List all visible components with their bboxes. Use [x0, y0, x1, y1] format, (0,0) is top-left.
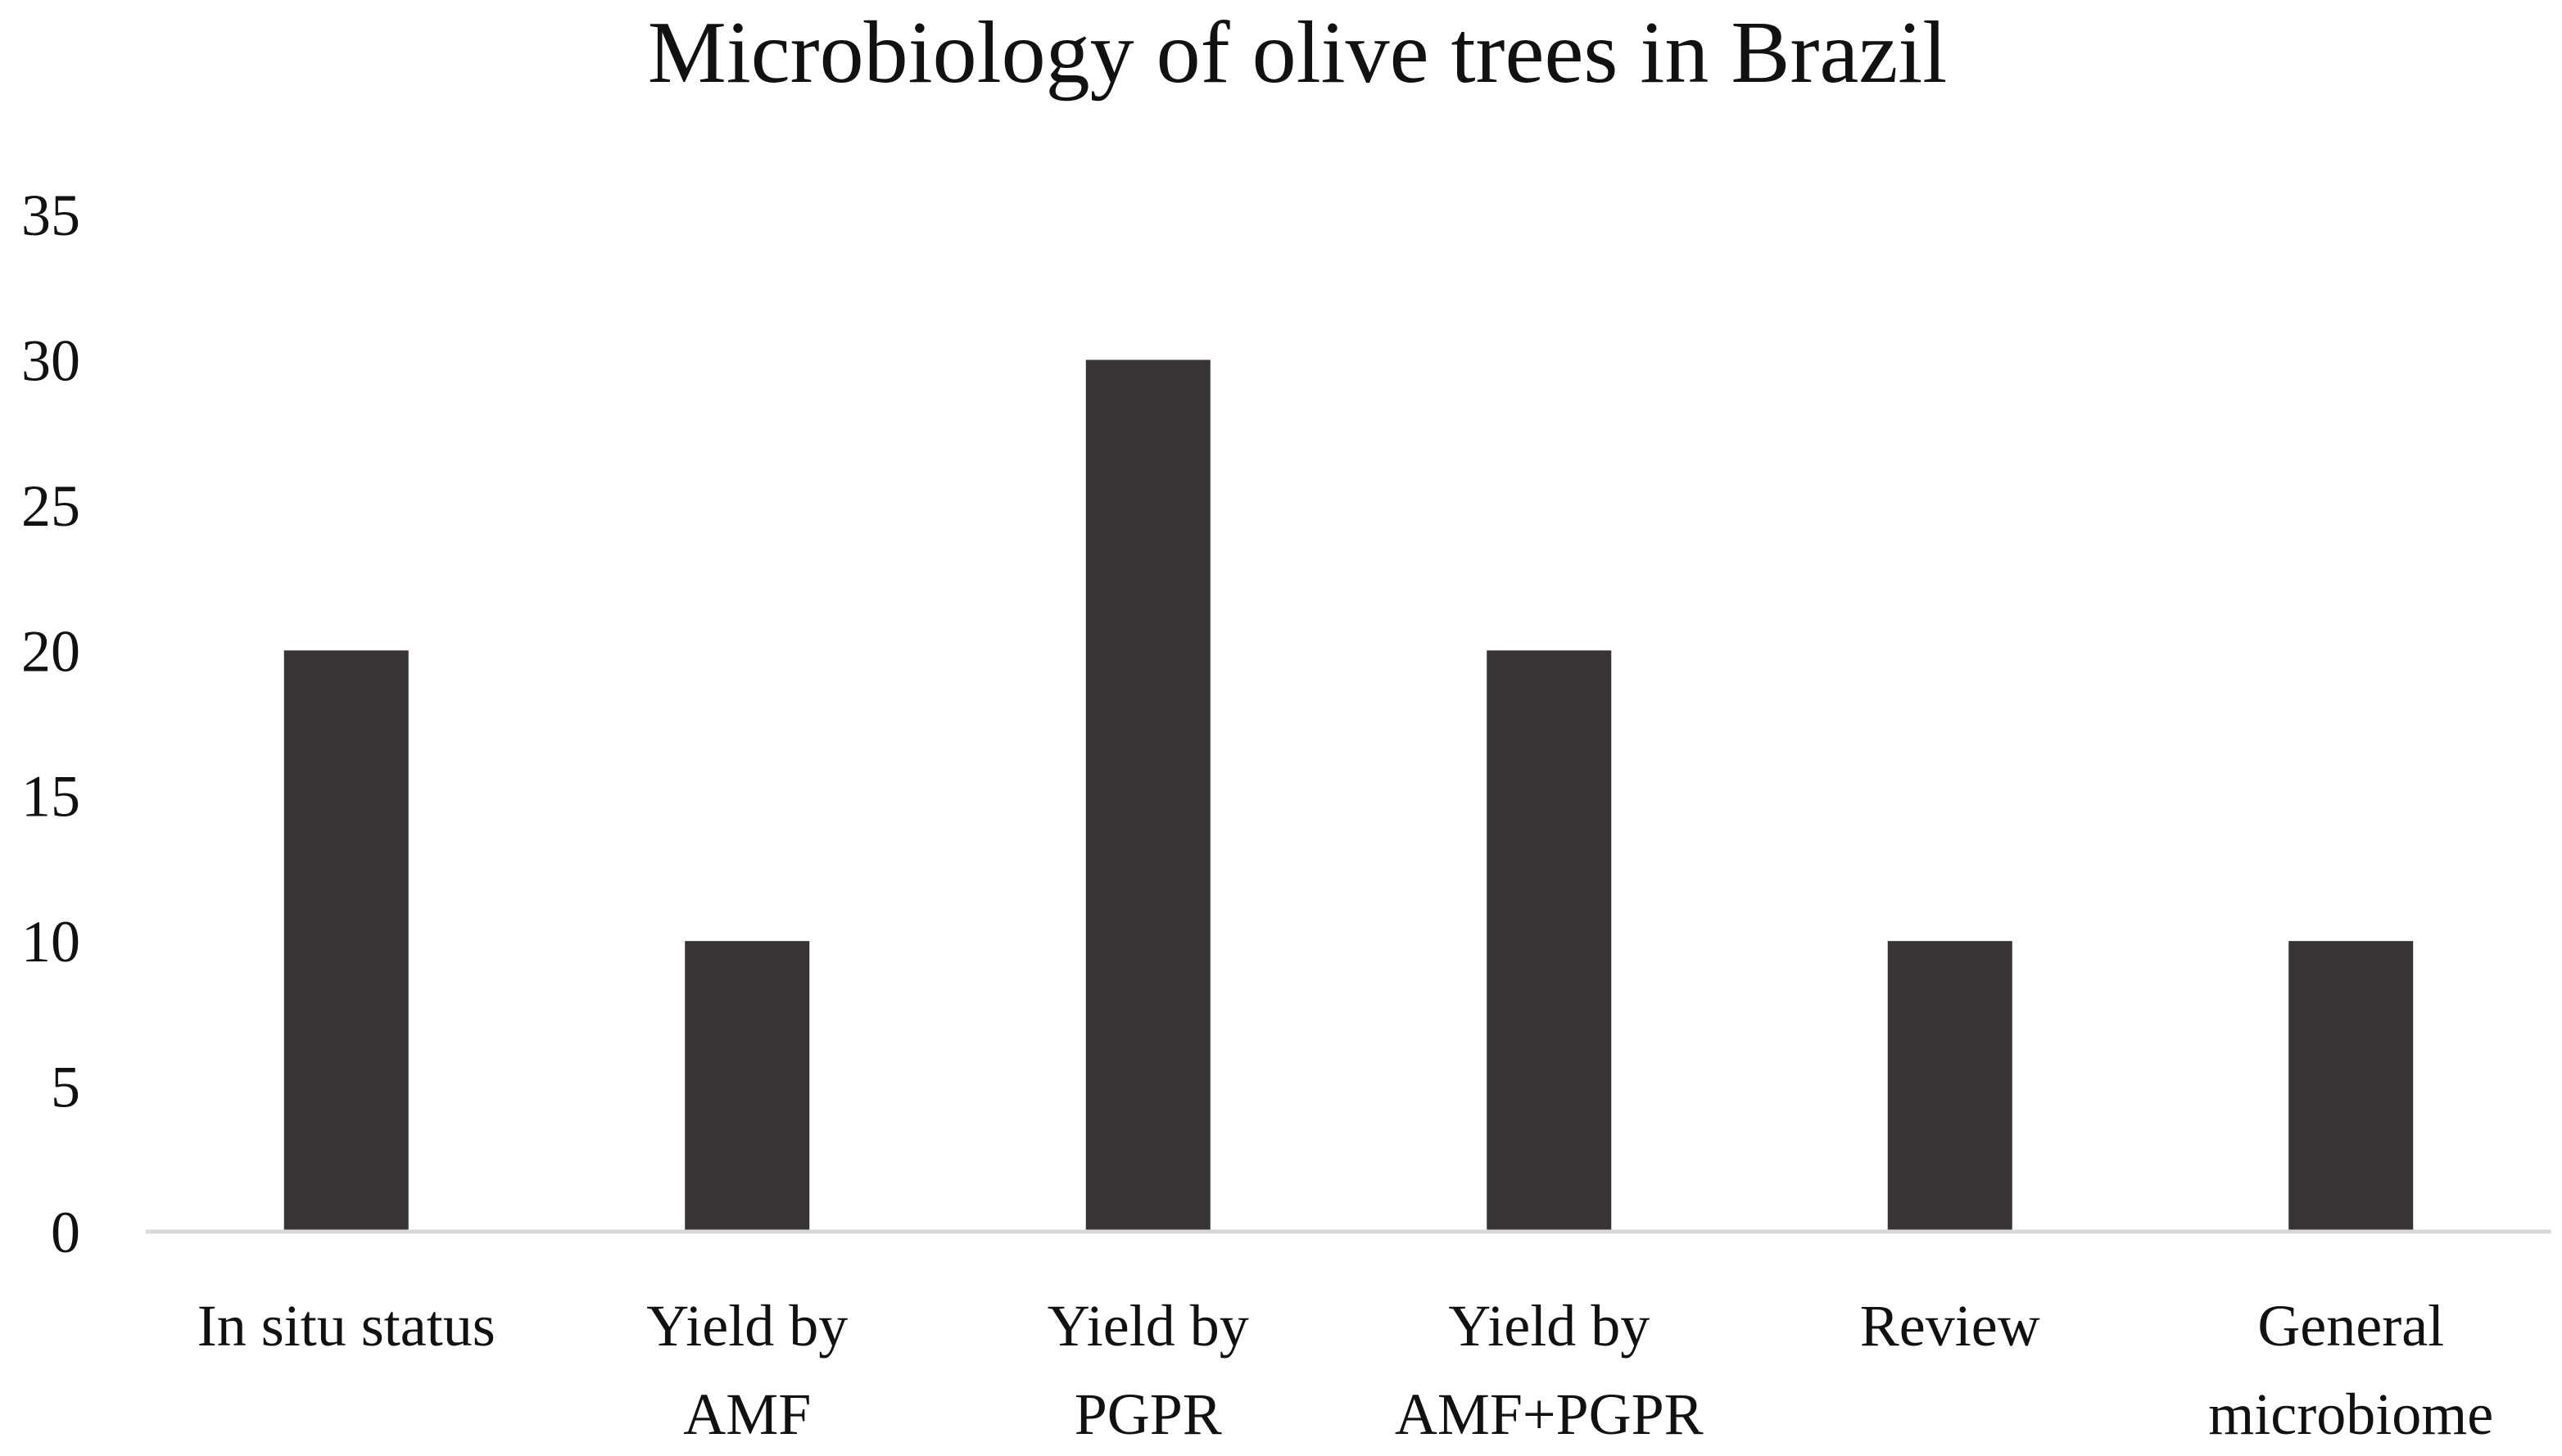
x-tick-label-line: Yield by: [1448, 1293, 1650, 1359]
x-tick-label: Yield by AMF+PGPR: [1395, 1293, 1704, 1447]
bar: [2288, 941, 2414, 1232]
x-tick-label-line: microbiome: [2208, 1381, 2493, 1447]
x-tick-label-line: AMF+PGPR: [1395, 1381, 1704, 1447]
x-tick-label-line: Review: [1860, 1293, 2040, 1359]
y-tick-label: 0: [51, 1200, 80, 1265]
y-tick-label: 35: [21, 183, 80, 248]
y-tick-label: 5: [51, 1055, 80, 1120]
x-tick-label-line: PGPR: [1075, 1381, 1222, 1447]
x-tick-label-line: AMF: [683, 1381, 811, 1447]
x-tick-label: Yield by AMF: [646, 1293, 848, 1447]
bar: [685, 941, 810, 1232]
y-tick-label: 30: [21, 328, 80, 393]
x-tick-label: In situ status: [197, 1293, 496, 1359]
chart-title: Microbiology of olive trees in Brazil: [648, 4, 1948, 102]
x-tick-label-line: General: [2257, 1293, 2444, 1359]
y-tick-label: 20: [21, 618, 80, 684]
x-tick-label: General microbiome: [2208, 1293, 2493, 1447]
bar: [1887, 941, 2012, 1232]
bar: [1487, 650, 1612, 1232]
x-tick-label-line: In situ status: [197, 1293, 496, 1359]
y-tick-label: 25: [21, 473, 80, 539]
x-tick-label-line: Yield by: [646, 1293, 848, 1359]
y-axis-ticks: 0 5 10 15 20 25 30 35: [21, 183, 80, 1265]
bars: [283, 359, 2414, 1232]
x-tick-label-line: Yield by: [1048, 1293, 1249, 1359]
bar: [283, 650, 409, 1232]
bar: [1085, 359, 1211, 1232]
x-tick-label: Yield by PGPR: [1048, 1293, 1249, 1447]
y-tick-label: 15: [21, 764, 80, 830]
x-tick-label: Review: [1860, 1293, 2040, 1359]
y-tick-label: 10: [21, 909, 80, 974]
